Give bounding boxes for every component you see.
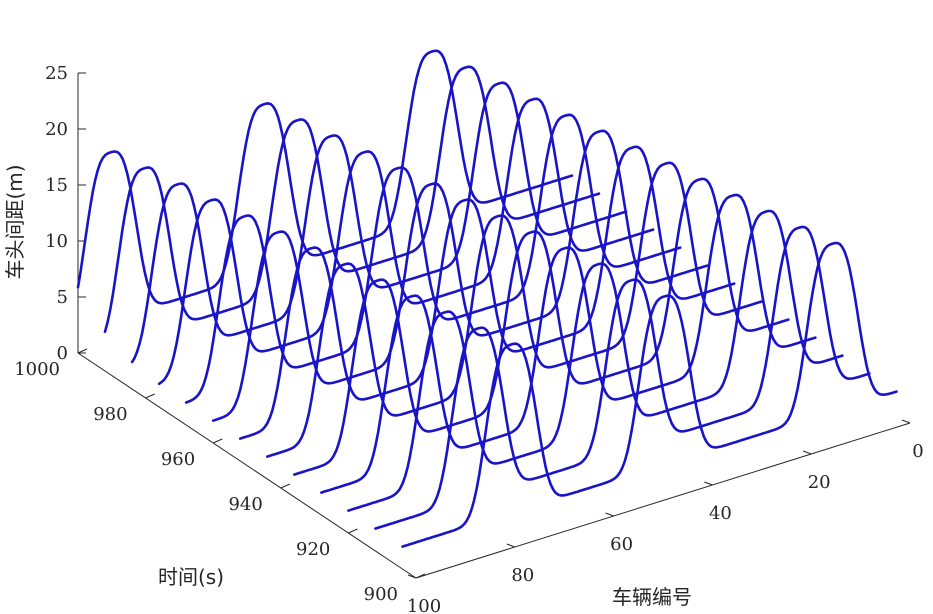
x-tick-label: 80	[511, 565, 534, 586]
series-line	[320, 193, 817, 494]
x-tick	[407, 574, 417, 579]
z-tick-label: 15	[45, 175, 68, 196]
x-tick-label: 60	[610, 534, 633, 555]
y-tick-label: 980	[93, 404, 127, 425]
z-tick-label: 25	[45, 63, 68, 84]
axes-group	[77, 73, 911, 579]
x-tick	[901, 419, 911, 424]
curves-group	[76, 49, 898, 548]
x-axis-title: 车辆编号	[612, 585, 692, 609]
z-tick-label: 5	[57, 287, 68, 308]
series-line	[184, 113, 682, 404]
ticks-group: 0510152025900920940960980100002040608010…	[14, 63, 924, 614]
x-tick-label: 0	[912, 441, 923, 462]
y-tick-label: 1000	[14, 359, 60, 380]
series-line	[130, 81, 628, 364]
z-axis-title: 车头间距(m)	[3, 164, 27, 279]
series-line	[211, 129, 709, 422]
y-tick	[145, 393, 155, 399]
series-line	[401, 241, 898, 548]
series-line	[265, 161, 763, 458]
y-tick-label: 900	[364, 584, 398, 605]
series-line	[238, 145, 736, 440]
x-tick	[803, 450, 812, 455]
y-tick	[212, 438, 223, 444]
x-tick	[704, 481, 713, 486]
x-tick-label: 100	[407, 596, 441, 614]
series-line	[374, 225, 871, 530]
series-line	[76, 49, 574, 305]
y-tick	[77, 348, 88, 354]
y-tick-label: 940	[228, 494, 262, 515]
y-axis-line	[77, 352, 417, 579]
series-line	[103, 65, 601, 334]
x-tick	[605, 512, 614, 517]
y-tick-label: 920	[296, 539, 330, 560]
z-tick-label: 0	[57, 343, 68, 364]
z-tick-label: 20	[45, 119, 68, 140]
series-line	[347, 209, 844, 512]
z-tick-label: 10	[45, 231, 68, 252]
series-line	[292, 177, 790, 476]
y-tick-label: 960	[161, 449, 195, 470]
y-tick	[280, 483, 291, 489]
y-tick	[415, 573, 426, 579]
x-tick-label: 20	[808, 472, 831, 493]
y-tick	[348, 528, 358, 534]
x-tick-label: 40	[709, 503, 732, 524]
x-axis-line	[415, 422, 911, 579]
x-tick	[506, 543, 515, 548]
y-axis-title: 时间(s)	[158, 565, 224, 589]
